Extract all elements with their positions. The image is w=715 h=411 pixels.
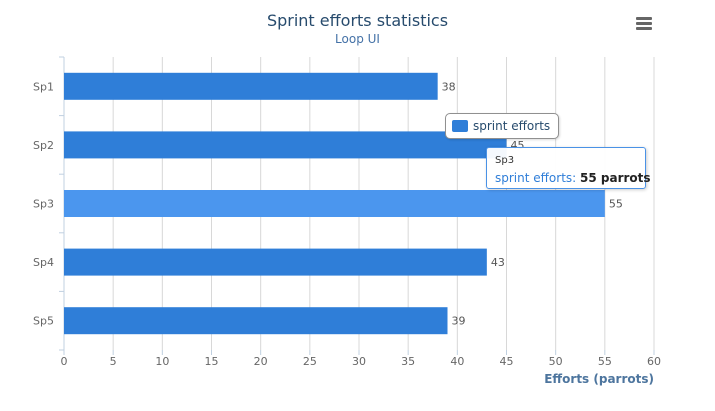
legend-label: sprint efforts <box>473 119 551 133</box>
x-tick-label: 35 <box>401 355 415 368</box>
data-label: 55 <box>609 198 623 211</box>
data-label: 38 <box>442 80 456 93</box>
bar-sp4[interactable] <box>64 248 487 276</box>
x-tick-label: 0 <box>61 355 68 368</box>
x-axis-title: Efforts (parrots) <box>544 372 654 386</box>
x-tick-label: 15 <box>205 355 219 368</box>
x-tick-label: 60 <box>647 355 661 368</box>
tooltip-category: Sp3 <box>495 155 515 166</box>
bar-sp5[interactable] <box>64 307 448 335</box>
chart-subtitle: Loop UI <box>335 32 380 46</box>
tooltip: Sp3 sprint efforts: 55 parrots <box>486 147 651 189</box>
x-tick-label: 20 <box>254 355 268 368</box>
x-tick-label: 10 <box>155 355 169 368</box>
tooltip-value-line: sprint efforts: 55 parrots <box>495 171 651 185</box>
tooltip-value: 55 parrots <box>580 171 651 185</box>
hamburger-menu-icon[interactable] <box>633 14 655 34</box>
legend-swatch <box>452 120 468 132</box>
x-tick-label: 50 <box>549 355 563 368</box>
category-label: Sp1 <box>33 80 54 93</box>
category-label: Sp4 <box>33 256 54 269</box>
data-label: 43 <box>491 256 505 269</box>
x-tick-label: 55 <box>598 355 612 368</box>
chart-title: Sprint efforts statistics <box>266 11 449 30</box>
category-label: Sp5 <box>33 315 54 328</box>
x-tick-label: 5 <box>110 355 117 368</box>
legend-item[interactable]: sprint efforts <box>445 113 560 139</box>
tooltip-series-label: sprint efforts: <box>495 171 577 185</box>
bar-sp2[interactable] <box>64 131 507 159</box>
category-label: Sp3 <box>33 198 54 211</box>
category-label: Sp2 <box>33 139 54 152</box>
x-tick-label: 40 <box>450 355 464 368</box>
x-tick-label: 45 <box>500 355 514 368</box>
x-tick-label: 25 <box>303 355 317 368</box>
data-label: 39 <box>452 315 466 328</box>
bar-sp1[interactable] <box>64 72 438 100</box>
bar-sp3[interactable] <box>64 190 605 217</box>
x-tick-label: 30 <box>352 355 366 368</box>
